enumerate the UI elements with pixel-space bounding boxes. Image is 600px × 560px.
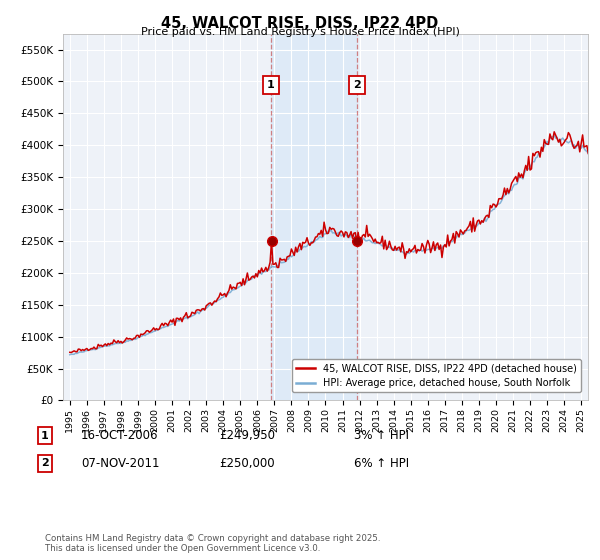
Text: 1: 1 [41, 431, 49, 441]
Text: 6% ↑ HPI: 6% ↑ HPI [354, 456, 409, 470]
Text: Price paid vs. HM Land Registry's House Price Index (HPI): Price paid vs. HM Land Registry's House … [140, 27, 460, 37]
Text: 3% ↑ HPI: 3% ↑ HPI [354, 429, 409, 442]
Text: 45, WALCOT RISE, DISS, IP22 4PD: 45, WALCOT RISE, DISS, IP22 4PD [161, 16, 439, 31]
Text: 2: 2 [41, 458, 49, 468]
Text: 1: 1 [267, 80, 275, 90]
Text: Contains HM Land Registry data © Crown copyright and database right 2025.
This d: Contains HM Land Registry data © Crown c… [45, 534, 380, 553]
Legend: 45, WALCOT RISE, DISS, IP22 4PD (detached house), HPI: Average price, detached h: 45, WALCOT RISE, DISS, IP22 4PD (detache… [292, 359, 581, 392]
Text: 2: 2 [353, 80, 361, 90]
Text: £250,000: £250,000 [219, 456, 275, 470]
Text: 16-OCT-2006: 16-OCT-2006 [81, 429, 158, 442]
Text: £249,950: £249,950 [219, 429, 275, 442]
Text: 07-NOV-2011: 07-NOV-2011 [81, 456, 160, 470]
Bar [271, 34, 357, 400]
